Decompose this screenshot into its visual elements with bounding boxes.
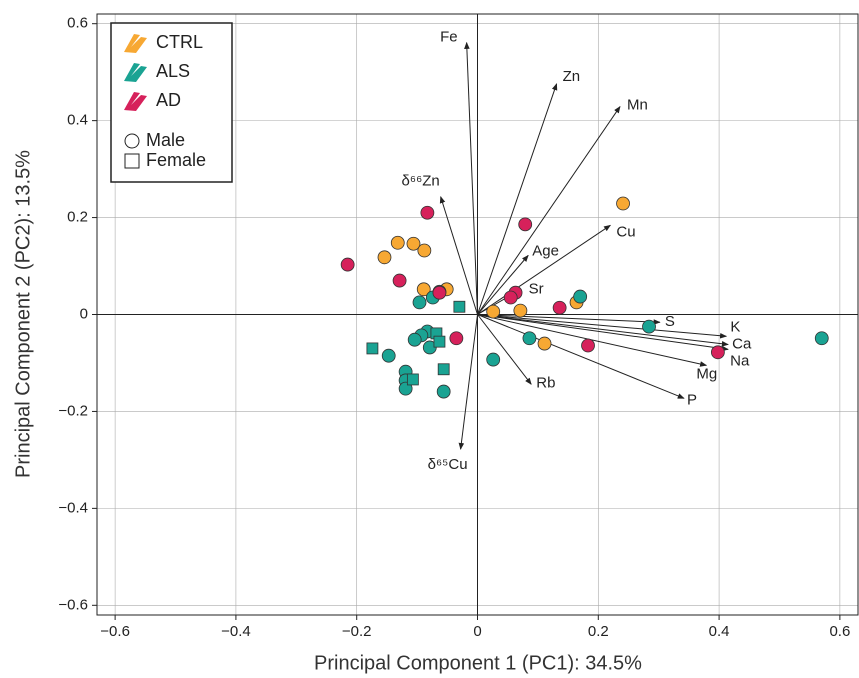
point-male: [537, 336, 552, 351]
point-male: [518, 217, 533, 232]
points: [340, 196, 829, 399]
loading-label: Na: [730, 352, 750, 369]
x-axis-title: Principal Component 1 (PC1): 34.5%: [314, 652, 642, 674]
loading-label: P: [687, 391, 697, 408]
point-male: [814, 331, 829, 346]
loading-label: Zn: [563, 68, 581, 85]
loading-label: Rb: [536, 374, 555, 391]
point-male: [573, 289, 588, 304]
point-male: [503, 290, 518, 305]
loading-arrow: [477, 314, 685, 399]
loading-label: Fe: [440, 29, 458, 46]
loading-arrow: [477, 314, 728, 339]
x-tick-label: 0: [473, 623, 481, 640]
loading-label: δ⁶⁶Zn: [402, 173, 440, 190]
point-male: [392, 273, 407, 288]
point-male: [616, 196, 630, 211]
point-male: [406, 236, 421, 251]
plot-frame: [96, 13, 859, 616]
loading-label: Ca: [732, 336, 752, 353]
loading-arrow: [477, 105, 621, 315]
loading-label: Mn: [627, 97, 648, 114]
loading-arrow: [477, 83, 558, 315]
loading-arrow: [464, 41, 478, 315]
loading-arrow: [458, 314, 478, 450]
x-tick-label: 0.6: [829, 623, 850, 640]
loading-arrow: [477, 314, 532, 385]
point-male: [581, 338, 595, 353]
point-male: [552, 300, 567, 315]
y-tick-label: −0.4: [58, 499, 88, 516]
x-tick-label: 0.4: [709, 623, 730, 640]
y-tick-label: 0.4: [67, 112, 88, 129]
loading-arrow: [439, 196, 478, 315]
point-male: [420, 205, 435, 220]
point-male: [432, 285, 447, 300]
loading-label: Cu: [616, 223, 635, 240]
x-tick-label: −0.4: [221, 623, 251, 640]
point-male: [436, 384, 451, 399]
loading-label: S: [665, 313, 675, 330]
loading-arrow: [477, 314, 729, 352]
legend-swatch: [124, 63, 147, 82]
legend-label: AD: [156, 90, 181, 110]
point-female: [437, 363, 450, 376]
legend-swatch: [124, 92, 147, 111]
loading-label: K: [730, 318, 740, 335]
loading-arrow: [477, 314, 661, 325]
legend-label: Female: [146, 150, 206, 170]
point-male: [412, 295, 427, 310]
legend-label: CTRL: [156, 32, 203, 52]
loading-label: Mg: [696, 365, 717, 382]
point-male: [340, 257, 355, 272]
point-male: [513, 303, 528, 318]
y-tick-label: 0: [80, 305, 88, 322]
loading-label: δ⁶⁵Cu: [428, 456, 468, 473]
loading-label: Sr: [529, 281, 544, 298]
legend-swatch: [124, 34, 147, 53]
point-male: [416, 282, 431, 297]
y-tick-label: −0.2: [58, 402, 88, 419]
point-male: [449, 331, 464, 346]
point-male: [381, 348, 396, 363]
point-male: [486, 304, 501, 319]
legend-label: Male: [146, 130, 185, 150]
point-male: [417, 243, 432, 258]
loading-arrow: [477, 224, 611, 315]
x-tick-label: −0.2: [342, 623, 372, 640]
y-tick-label: 0.2: [67, 209, 88, 226]
legend-marker: [124, 153, 140, 169]
point-male: [710, 345, 725, 360]
y-tick-label: −0.6: [58, 596, 88, 613]
point-male: [377, 250, 392, 265]
legend-marker: [124, 133, 140, 149]
point-female: [453, 300, 466, 313]
point-male: [642, 319, 656, 334]
point-male: [486, 352, 501, 367]
y-tick-label: 0.6: [67, 15, 88, 32]
y-axis-title: Principal Component 2 (PC2): 13.5%: [12, 150, 34, 478]
loading-arrow: [477, 254, 529, 315]
point-male: [407, 332, 422, 347]
x-tick-label: −0.6: [100, 623, 130, 640]
point-male: [398, 381, 413, 396]
point-female: [433, 335, 446, 348]
point-male: [390, 235, 405, 250]
point-male: [522, 331, 537, 346]
loading-arrow: [477, 314, 729, 347]
x-tick-label: 0.2: [588, 623, 609, 640]
point-female: [366, 342, 379, 355]
legend-label: ALS: [156, 61, 190, 81]
loading-label: Age: [532, 242, 559, 259]
point-female: [406, 373, 419, 386]
